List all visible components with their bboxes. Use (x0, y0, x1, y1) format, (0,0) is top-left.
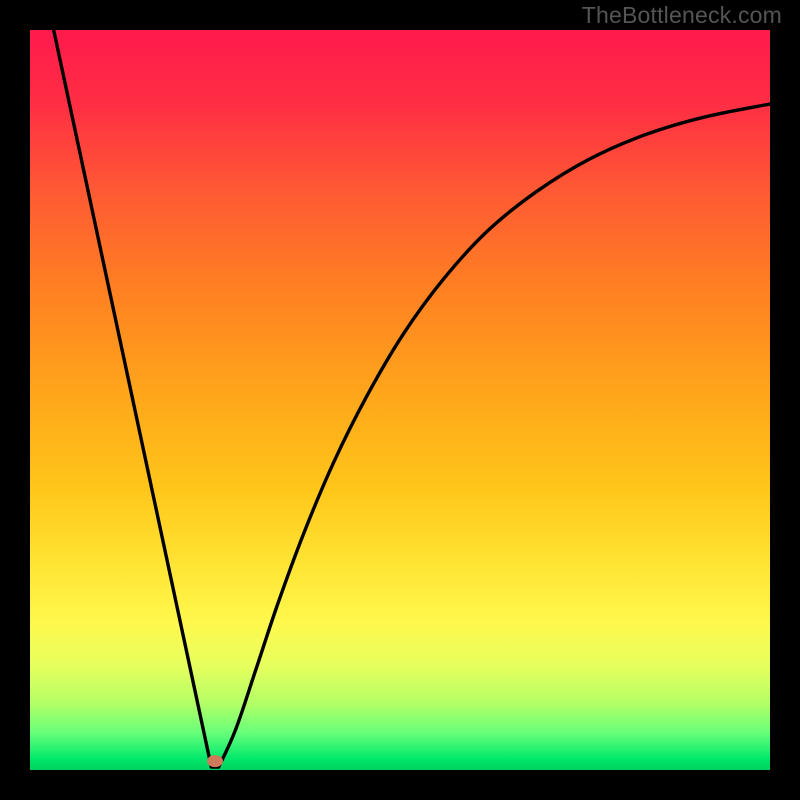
attribution-label: TheBottleneck.com (582, 2, 782, 29)
curve-layer (30, 30, 770, 770)
chart-container: TheBottleneck.com (0, 0, 800, 800)
plot-area (30, 30, 770, 770)
bottleneck-curve (54, 30, 770, 767)
optimum-marker (207, 755, 223, 767)
